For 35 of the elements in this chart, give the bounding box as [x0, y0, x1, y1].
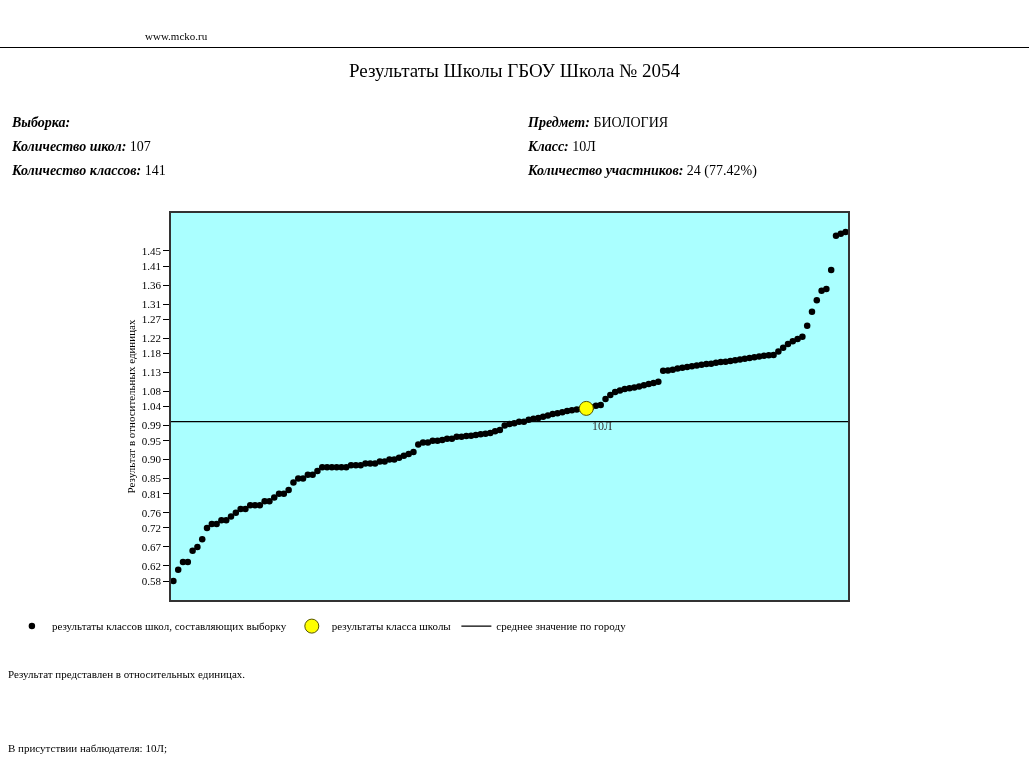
annotation: 10Л — [592, 419, 613, 433]
y-tick-label: 0.99 — [141, 419, 162, 432]
y-tick-label: 1.41 — [141, 259, 162, 272]
y-tick-label: 0.67 — [141, 540, 162, 553]
y-axis-title: Результат в относительных единицах — [124, 319, 137, 494]
text: В присутствии наблюдателя: 10Л; — [8, 742, 167, 754]
y-tick-label: 0.58 — [141, 574, 162, 587]
y-tick-label: 0.81 — [141, 487, 162, 500]
y-tick-label: 1.36 — [141, 278, 162, 291]
text: www.mcko.ru — [145, 30, 208, 42]
y-tick-label: 1.18 — [141, 347, 162, 360]
text: Количество участников: 24 (77.42%) — [528, 163, 757, 178]
y-tick-label: 1.45 — [141, 244, 162, 257]
y-tick-label: 0.76 — [141, 506, 162, 519]
text: Результат представлен в относительных единицах. — [8, 668, 246, 680]
y-tick-label: 1.04 — [141, 400, 162, 413]
y-tick-label: 0.72 — [141, 521, 162, 534]
y-tick-label: 1.22 — [141, 332, 162, 345]
y-tick-label: 1.08 — [141, 385, 162, 398]
y-tick-label: 0.95 — [141, 434, 162, 447]
legend-label: результаты классов школ, составляющих выборку — [51, 620, 287, 633]
text: Количество классов: 141 — [12, 163, 166, 178]
text: Класс: 10Л — [528, 139, 596, 154]
y-tick-label: 0.85 — [141, 472, 162, 485]
text: Количество школ: 107 — [12, 139, 151, 154]
y-tick-label: 0.90 — [141, 453, 162, 466]
y-tick-label: 0.62 — [141, 559, 162, 572]
y-tick-label: 1.27 — [141, 313, 162, 326]
text: Предмет: БИОЛОГИЯ — [528, 115, 669, 130]
chart-title: Результаты Школы ГБОУ Школа № 2054 — [348, 60, 681, 82]
text: Выборка: — [12, 115, 71, 130]
legend-label: результаты класса школы — [331, 620, 452, 633]
y-tick-label: 1.13 — [141, 366, 162, 379]
y-tick-label: 1.31 — [141, 297, 162, 310]
legend-label: среднее значение по городу — [496, 620, 627, 633]
